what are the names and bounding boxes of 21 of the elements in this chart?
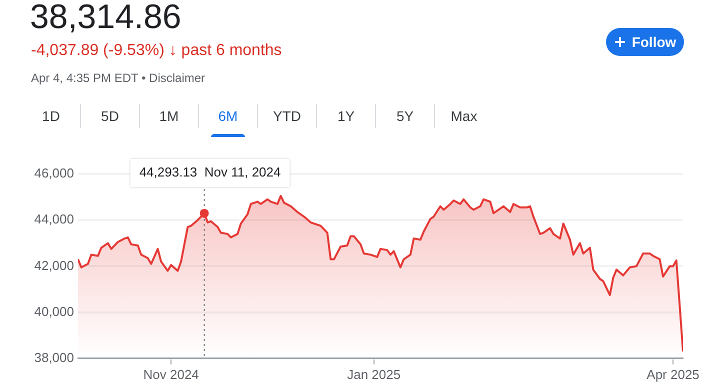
text: Follow: [632, 34, 676, 50]
annotation: 44,293.13 Nov 11, 2024: [139, 164, 281, 180]
y-tick-label: 40,000: [34, 304, 74, 319]
x-tick-label: Nov 2024: [143, 366, 199, 382]
text: YTD: [258, 104, 317, 128]
text: 6M: [199, 104, 258, 128]
text: 5Y: [376, 104, 435, 128]
text: 1M: [140, 104, 199, 128]
chart-subtitle: -4,037.89 (-9.53%) ↓ past 6 months: [31, 42, 282, 60]
text: 1D: [22, 104, 81, 128]
text: 1Y: [317, 104, 376, 128]
chart-title: 38,314.86: [30, 0, 182, 37]
x-tick-label: Apr 2025: [646, 366, 700, 382]
text: Apr 4, 4:35 PM EDT • Disclaimer: [31, 71, 206, 85]
text: 5D: [81, 104, 140, 128]
y-tick-label: 46,000: [34, 166, 74, 181]
y-tick-label: 42,000: [34, 258, 74, 273]
y-tick-label: 44,000: [34, 212, 74, 227]
x-tick-label: Jan 2025: [347, 366, 401, 382]
y-tick-label: 38,000: [34, 350, 74, 365]
text: Max: [450, 107, 478, 126]
